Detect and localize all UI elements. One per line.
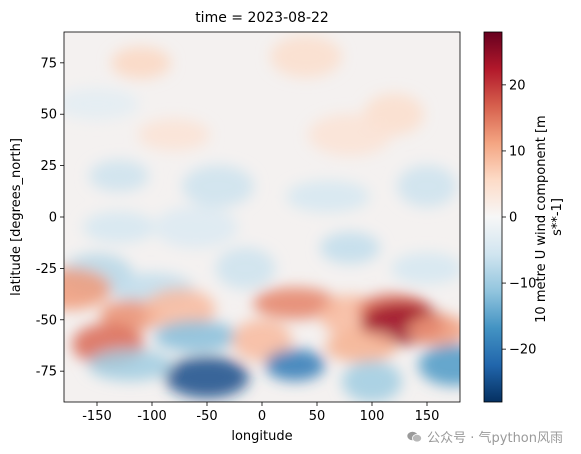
colorbar-tick-label: −20 bbox=[509, 343, 536, 358]
y-tick-label: -75 bbox=[36, 365, 57, 380]
heatmap-region bbox=[325, 330, 397, 363]
heatmap-region bbox=[232, 319, 292, 362]
heatmap-region bbox=[143, 288, 216, 331]
y-tick-label: 75 bbox=[40, 56, 57, 71]
heatmap-region bbox=[397, 165, 457, 208]
heatmap-region bbox=[138, 118, 210, 151]
x-axis-label: longitude bbox=[231, 429, 292, 444]
x-tick-label: 150 bbox=[415, 409, 440, 424]
colorbar-gradient bbox=[483, 31, 503, 403]
heatmap-region bbox=[265, 349, 325, 381]
x-tick-label: 0 bbox=[258, 409, 266, 424]
watermark-text: 公众号 · 气python风雨 bbox=[427, 431, 563, 446]
x-tick-label: -100 bbox=[137, 409, 167, 424]
colorbar: −20 −10 0 10 20 10 metre U wind component [m… bbox=[483, 31, 565, 403]
heatmap-region bbox=[215, 247, 276, 290]
heatmap-region bbox=[83, 211, 155, 244]
heatmap-region bbox=[165, 356, 249, 399]
y-tick-label: -50 bbox=[36, 313, 57, 328]
y-tick-label: 50 bbox=[40, 108, 57, 123]
heatmap-region bbox=[253, 287, 337, 320]
heatmap-region bbox=[408, 314, 460, 347]
heatmap-region bbox=[89, 159, 149, 192]
heatmap-region bbox=[154, 206, 238, 249]
colorbar-label-line-1: 10 metre U wind component [m bbox=[534, 115, 549, 323]
heatmap-region bbox=[286, 180, 370, 213]
wechat-icon bbox=[407, 431, 423, 443]
plot-area bbox=[63, 31, 461, 403]
heatmap-region bbox=[64, 87, 139, 120]
heatmap-region bbox=[182, 165, 254, 208]
colorbar-tick-label: 0 bbox=[509, 211, 517, 226]
heatmap-region bbox=[88, 349, 172, 381]
heatmap-region bbox=[342, 360, 402, 402]
heatmap-region bbox=[64, 267, 112, 310]
colorbar-tick-label: 20 bbox=[509, 78, 526, 93]
y-tick-label: -25 bbox=[36, 262, 57, 277]
heatmap-region bbox=[308, 113, 392, 156]
chart-title: time = 2023-08-22 bbox=[195, 10, 329, 26]
colorbar-tick-label: −10 bbox=[509, 277, 536, 292]
y-tick-label: 25 bbox=[40, 159, 57, 174]
colorbar-label: 10 metre U wind component [m s**-1] bbox=[534, 111, 565, 323]
heatmap-region bbox=[270, 35, 342, 78]
y-tick-label: 0 bbox=[49, 211, 57, 226]
heatmap-region bbox=[391, 252, 460, 285]
x-tick-label: 100 bbox=[360, 409, 385, 424]
colorbar-tick-label: 10 bbox=[509, 144, 526, 159]
x-tick-label: -50 bbox=[196, 409, 217, 424]
heatmap-region bbox=[418, 344, 460, 386]
watermark: 公众号 · 气python风雨 bbox=[407, 427, 563, 446]
x-tick-label: -150 bbox=[82, 409, 112, 424]
heatmap-region bbox=[111, 46, 171, 79]
x-tick-label: 50 bbox=[309, 409, 326, 424]
colorbar-label-line-2: s**-1] bbox=[550, 198, 565, 236]
y-axis-label: latitude [degrees_north] bbox=[9, 138, 24, 296]
heatmap-region bbox=[154, 320, 238, 353]
heatmap-region bbox=[320, 231, 380, 264]
